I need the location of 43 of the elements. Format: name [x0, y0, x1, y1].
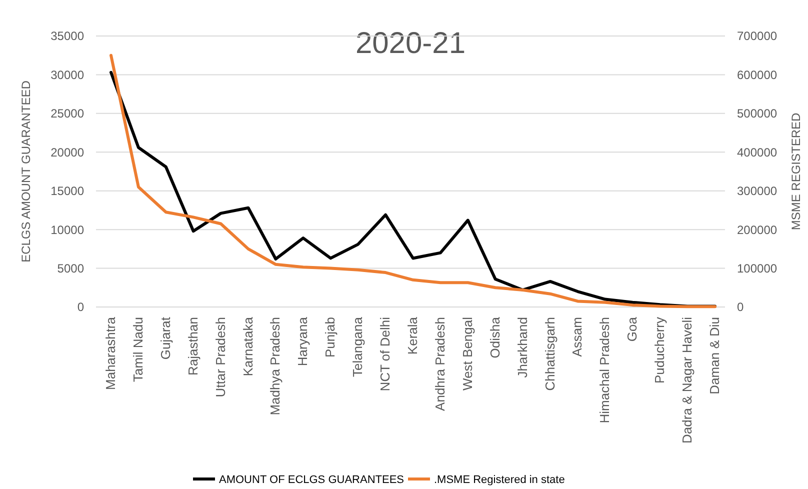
x-tick-label: Tamil Nadu — [130, 317, 146, 382]
x-tick-label: Dadra & Nagar Haveli — [680, 316, 695, 444]
x-tick-label: West Bengal — [460, 316, 475, 390]
x-tick-label: Daman & Diu — [707, 317, 722, 394]
x-tick-label: Uttar Pradesh — [212, 317, 228, 398]
y-tick-label: 0 — [77, 300, 84, 314]
y2-tick-label: 400000 — [737, 145, 778, 160]
y2-tick-label: 700000 — [737, 29, 778, 44]
x-tick-label: Rajasthan — [185, 317, 200, 376]
x-tick-label: Maharashtra — [103, 316, 118, 390]
x-tick-label: Chhattisgarh — [542, 317, 558, 391]
x-tick-label: Madhya Pradesh — [268, 317, 283, 416]
y-tick-label: 15000 — [50, 184, 84, 198]
y-tick-label: 35000 — [50, 29, 84, 44]
legend-label: AMOUNT OF ECLGS GUARANTEES — [219, 474, 404, 486]
y-tick-label: 30000 — [50, 68, 84, 82]
y2-tick-label: 500000 — [737, 106, 778, 121]
y2-tick-label: 100000 — [737, 261, 778, 276]
x-tick-label: Odisha — [487, 316, 502, 358]
x-tick-label: Puducherry — [652, 316, 668, 384]
x-tick-label: Goa — [624, 316, 640, 342]
x-tick-label: Andhra Pradesh — [432, 317, 448, 411]
y2-tick-label: 300000 — [737, 184, 778, 198]
x-tick-label: Assam — [570, 317, 585, 357]
x-tick-label: Punjab — [322, 317, 338, 358]
x-tick-label: Telangana — [350, 316, 366, 377]
x-tick-label: NCT of Delhi — [378, 316, 393, 392]
x-tick-label: Himachal Pradesh — [597, 317, 612, 424]
y-tick-label: 5000 — [57, 261, 84, 276]
y2-axis-title: MSME REGISTERED — [789, 112, 803, 230]
x-tick-label: Gujarat — [158, 316, 173, 360]
x-tick-label: Karnataka — [240, 316, 256, 376]
y-tick-label: 25000 — [50, 106, 84, 121]
x-tick-label: Jharkhand — [514, 317, 530, 378]
y2-tick-label: 0 — [737, 300, 744, 314]
y2-tick-label: 200000 — [737, 222, 778, 237]
y-tick-label: 20000 — [50, 145, 84, 160]
y-tick-label: 10000 — [50, 222, 84, 237]
legend-label: .MSME Registered in state — [434, 474, 565, 486]
x-tick-label: Haryana — [295, 316, 310, 366]
x-tick-label: Kerala — [405, 316, 420, 355]
y2-tick-label: 600000 — [737, 68, 778, 82]
y-axis-title: ECLGS AMOUNT GUARANTEED — [19, 80, 33, 262]
